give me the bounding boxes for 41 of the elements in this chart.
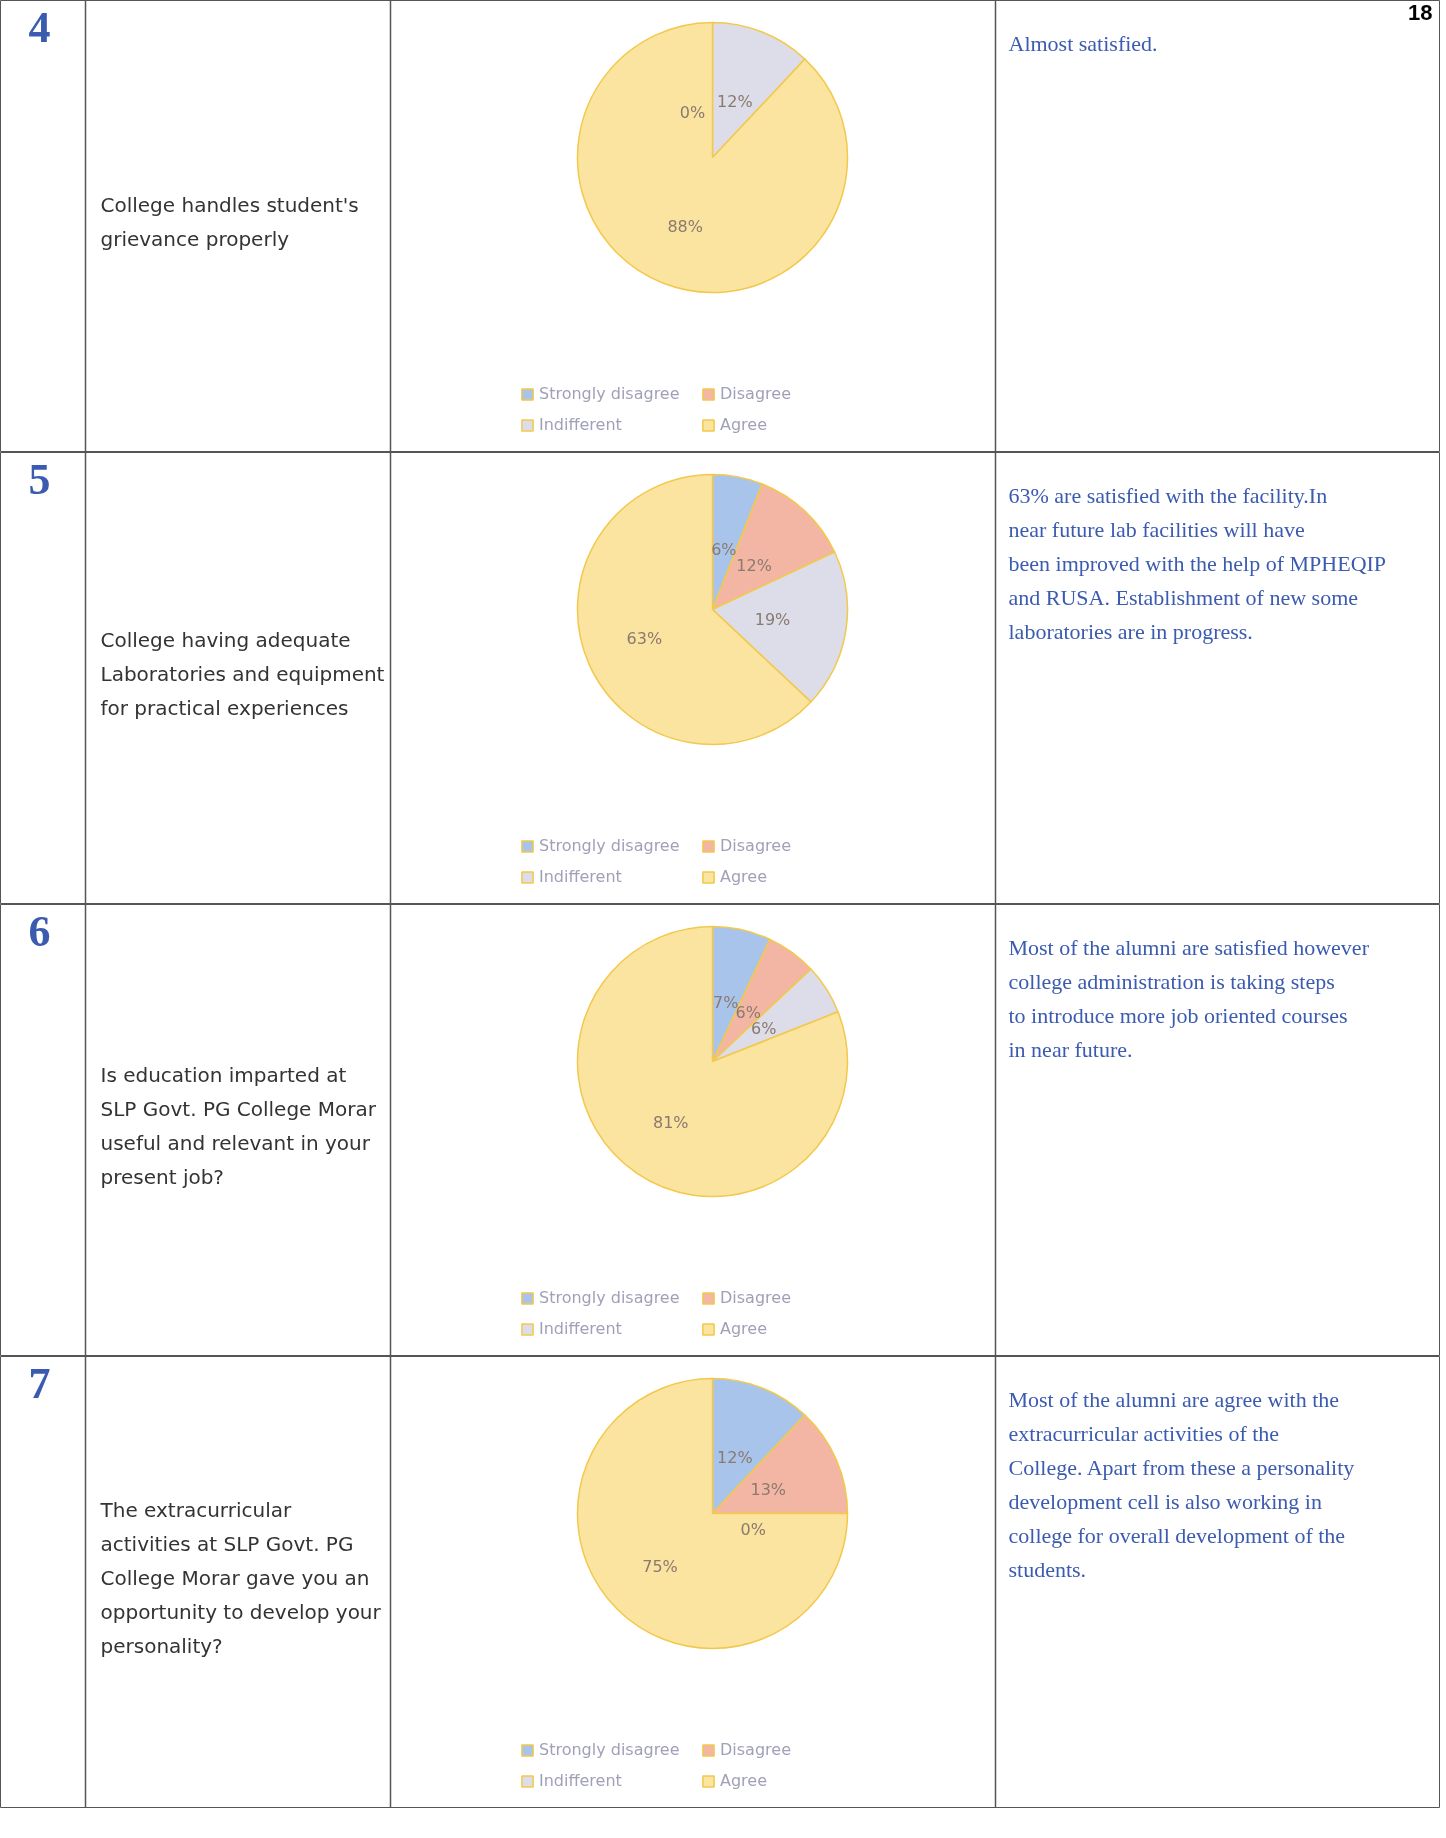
- text: Is education imparted at SLP Govt. PG College Morar useful and relevant in your present job?: [100, 1062, 377, 1189]
- legend-label: Strongly disagree: [539, 384, 681, 403]
- legend-label: Agree: [720, 1319, 768, 1338]
- data-label: 63%: [626, 629, 663, 649]
- text: Almost satisfied.: [1008, 30, 1158, 56]
- text: 7: [28, 1358, 51, 1408]
- legend-label: Strongly disagree: [539, 1288, 681, 1307]
- data-label: 88%: [667, 217, 703, 237]
- legend-label: Strongly disagree: [539, 836, 681, 855]
- data-label: 75%: [642, 1556, 678, 1576]
- legend-label: Disagree: [720, 1288, 792, 1307]
- data-label: 13%: [750, 1479, 787, 1499]
- legend-label: Indifferent: [539, 1771, 623, 1790]
- legend-label: Agree: [720, 1771, 768, 1790]
- text: 63% are satisfied with the facility.In near future lab facilities will have been improved with the help of MPHEQIP and RUSA. Establishment of new some laboratories are in progress.: [1008, 482, 1387, 644]
- text: 18: [1408, 0, 1433, 25]
- legend-label: Disagree: [720, 1740, 792, 1759]
- legend-label: Strongly disagree: [539, 1740, 681, 1759]
- text: 0%: [740, 1520, 766, 1539]
- text: Most of the alumni are satisfied however college administration is taking steps to introduce more job oriented courses in near future.: [1008, 934, 1370, 1062]
- text: College having adequate Laboratories and equipment for practical experiences: [100, 627, 385, 720]
- data-label: 12%: [717, 91, 753, 111]
- legend-label: Indifferent: [539, 1319, 623, 1338]
- data-label: 6%: [751, 1019, 777, 1039]
- data-label: 12%: [736, 555, 772, 575]
- text: 4: [28, 2, 51, 52]
- text: Most of the alumni are agree with the extracurricular activities of the College. Apart from these a personality development cell is also working in college for overall development of the students.: [1008, 1386, 1355, 1582]
- text: The extracurricular activities at SLP Govt. PG College Morar gave you an opportunity to develop your personality?: [99, 1497, 382, 1658]
- legend-label: Indifferent: [539, 415, 623, 434]
- text: 0%: [679, 103, 706, 123]
- legend-label: Disagree: [720, 384, 792, 403]
- legend-label: Indifferent: [539, 867, 623, 886]
- legend-label: Agree: [720, 867, 768, 886]
- text: College handles student's grievance properly: [100, 192, 359, 251]
- data-label: 81%: [652, 1113, 689, 1133]
- text: 5: [28, 454, 51, 504]
- legend-label: Agree: [720, 415, 768, 434]
- legend-label: Disagree: [720, 836, 792, 855]
- data-label: 12%: [717, 1447, 753, 1467]
- data-label: 19%: [754, 609, 791, 629]
- text: 6: [28, 906, 51, 956]
